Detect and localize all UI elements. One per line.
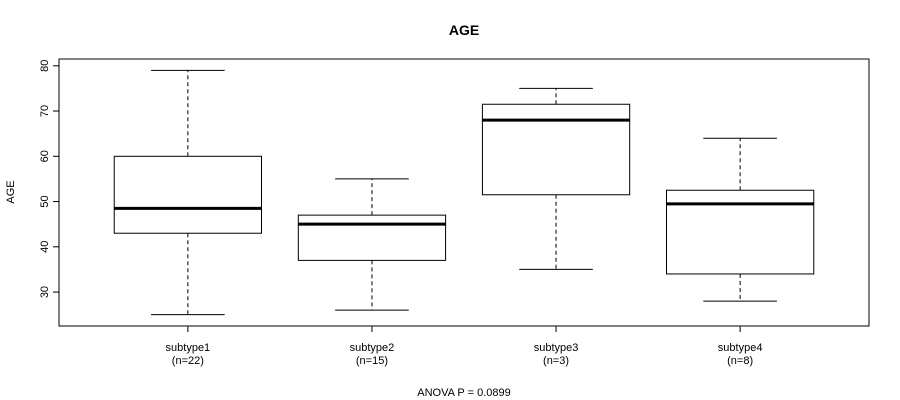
x-tick-label: subtype1 [166, 342, 211, 354]
box-subtype1 [113, 69, 262, 316]
y-tick-label: 60 [39, 150, 51, 162]
box-subtype3 [481, 87, 631, 270]
y-tick-label: 40 [39, 241, 51, 253]
box-subtype4 [666, 137, 815, 302]
box-series [113, 69, 815, 316]
x-tick-label: subtype3 [534, 342, 579, 354]
chart-title: AGE [449, 22, 479, 38]
y-tick-label: 30 [39, 286, 51, 298]
x-tick-count: (n=15) [356, 355, 388, 367]
iqr-box [113, 155, 262, 234]
iqr-box [481, 103, 631, 196]
y-tick-label: 70 [39, 105, 51, 117]
x-tick-label: subtype4 [718, 342, 763, 354]
x-tick-count: (n=8) [727, 355, 753, 367]
y-tick-label: 50 [39, 195, 51, 207]
iqr-box [297, 214, 447, 261]
x-tick-label: subtype2 [350, 342, 395, 354]
x-axis-label: ANOVA P = 0.0899 [417, 387, 510, 399]
y-axis-label: AGE [5, 180, 17, 203]
x-axis: subtype1(n=22) subtype2(n=15) subtype3(n=3… [166, 325, 763, 367]
y-tick-label: 80 [39, 60, 51, 72]
x-tick-count: (n=22) [172, 355, 204, 367]
y-axis: 30 40 50 60 70 80 [39, 60, 60, 298]
box-subtype2 [297, 178, 447, 311]
x-tick-count: (n=3) [543, 355, 569, 367]
